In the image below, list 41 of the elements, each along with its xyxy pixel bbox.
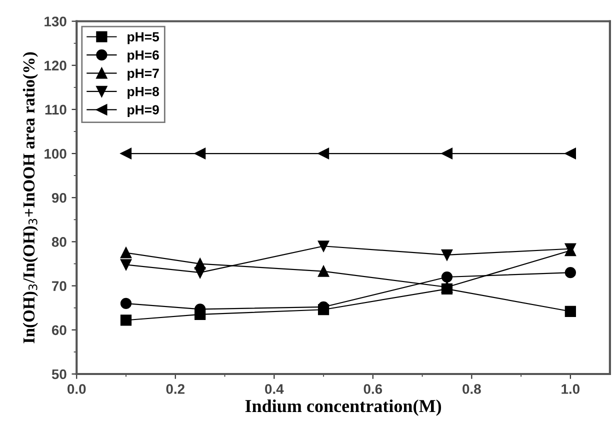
x-tick-label: 0.8	[462, 384, 481, 394]
y-tick-label: 100	[44, 148, 66, 159]
point	[441, 148, 453, 160]
y-tick-label: 90	[52, 192, 66, 203]
point	[194, 148, 206, 160]
point	[318, 240, 330, 252]
legend-label: pH=5	[128, 32, 160, 44]
point	[441, 283, 453, 294]
point	[564, 306, 576, 317]
point	[564, 267, 576, 278]
point	[120, 259, 132, 270]
x-tick-label: 0.0	[68, 384, 86, 394]
legend-label: pH=8	[128, 86, 159, 99]
point	[194, 258, 206, 270]
y-tick-label: 70	[52, 281, 66, 291]
point	[441, 271, 453, 283]
x-axis-title: Indium concentration(M)	[245, 399, 442, 416]
y-tick-label: 60	[52, 325, 66, 336]
y-tick-label: 80	[52, 237, 66, 247]
x-tick-label: 0.2	[166, 384, 184, 394]
y-tick-label: 50	[52, 369, 66, 380]
point	[120, 247, 132, 258]
point	[120, 314, 132, 326]
legend-label: pH=9	[128, 105, 159, 118]
y-tick-label: 110	[45, 104, 66, 115]
y-tick-label: 120	[44, 60, 66, 71]
point	[564, 148, 576, 160]
point	[318, 304, 330, 316]
x-tick-label: 0.6	[364, 384, 382, 394]
point	[318, 148, 330, 160]
x-tick-label: 1.0	[562, 384, 580, 394]
y-axis-title: In(OH)$_{3}$/In(OH)$_{3}$+InOOH area ratio(%)	[22, 52, 38, 344]
point	[318, 266, 330, 277]
point	[120, 298, 132, 310]
y-tick-label: 130	[44, 16, 66, 26]
legend-label: pH=6	[128, 50, 159, 62]
point	[194, 308, 206, 320]
point	[120, 148, 132, 160]
point	[441, 249, 453, 261]
legend-label: pH=7	[128, 68, 159, 81]
x-tick-label: 0.4	[265, 384, 284, 394]
